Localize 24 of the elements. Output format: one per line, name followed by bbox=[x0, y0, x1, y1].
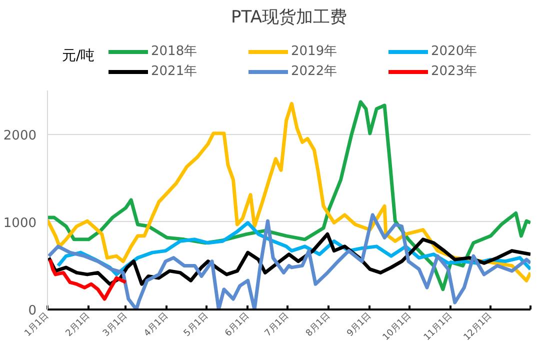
y-tick-label: 1000 bbox=[3, 216, 37, 231]
x-tick-label: 9月1日 bbox=[346, 310, 374, 339]
x-tick-label: 11月1日 bbox=[422, 310, 454, 343]
legend-label: 2019年 bbox=[291, 43, 338, 60]
x-tick-label: 3月1日 bbox=[101, 310, 130, 339]
x-tick-label: 6月1日 bbox=[223, 310, 252, 339]
legend-label: 2022年 bbox=[291, 63, 338, 80]
x-tick-label: 7月1日 bbox=[263, 310, 292, 339]
x-tick-label: 10月1日 bbox=[381, 310, 414, 343]
line-series bbox=[48, 213, 530, 310]
x-tick-label: 5月1日 bbox=[182, 310, 210, 339]
y-axis-title: 元/吨 bbox=[62, 48, 95, 64]
legend-label: 2018年 bbox=[151, 43, 198, 60]
legend-label: 2023年 bbox=[431, 63, 478, 80]
y-tick-label: 2000 bbox=[3, 128, 37, 144]
legend-label: 2021年 bbox=[151, 63, 198, 80]
legend-label: 2020年 bbox=[431, 43, 478, 60]
x-tick-label: 12月1日 bbox=[462, 310, 494, 343]
chart-title: PTA现货加工费 bbox=[231, 8, 347, 28]
x-tick-label: 8月1日 bbox=[304, 310, 332, 339]
x-tick-label: 4月1日 bbox=[142, 310, 170, 339]
x-tick-label: 2月1日 bbox=[64, 310, 92, 339]
line-series bbox=[48, 258, 128, 301]
y-tick-label: 0 bbox=[28, 304, 37, 318]
